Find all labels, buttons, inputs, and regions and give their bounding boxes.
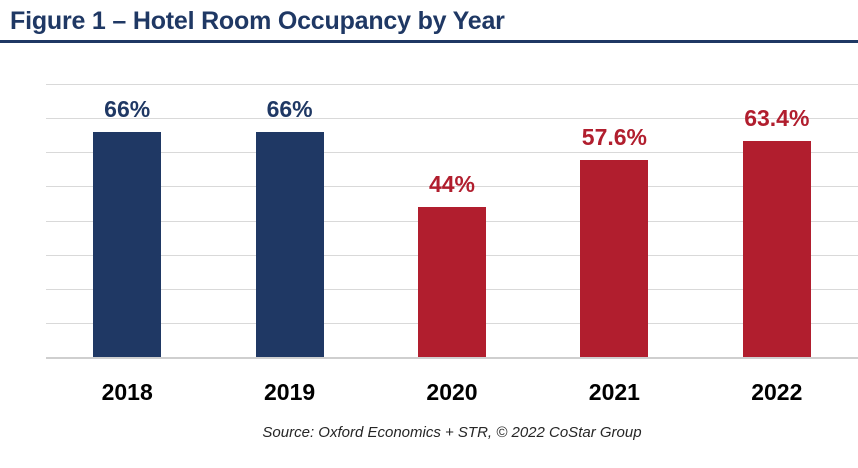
- value-label-2019: 66%: [266, 95, 313, 122]
- source-caption: Source: Oxford Economics + STR, © 2022 C…: [262, 424, 642, 441]
- value-label-2022: 63.4%: [744, 104, 810, 131]
- x-axis-label-2022: 2022: [751, 379, 803, 405]
- figure-title: Figure 1 – Hotel Room Occupancy by Year: [10, 7, 505, 35]
- title-underline: [0, 40, 858, 43]
- bar-2021: [580, 160, 649, 357]
- value-label-2018: 66%: [104, 95, 151, 122]
- bar-2018: [93, 131, 162, 357]
- chart-plot-area: 66% 2018 66% 2019 44% 2020 57.6% 2021 63.4% 2022: [46, 84, 858, 405]
- gridline-50: [46, 186, 858, 188]
- x-axis-label-2019: 2019: [264, 379, 316, 405]
- bar-2022: [742, 140, 811, 357]
- gridline-70: [46, 118, 858, 120]
- x-axis-label-2018: 2018: [101, 379, 153, 405]
- bar-2020: [418, 206, 486, 357]
- x-axis-label-2020: 2020: [426, 379, 478, 405]
- value-label-2021: 57.6%: [581, 124, 647, 151]
- value-label-2020: 44%: [428, 170, 476, 197]
- x-axis-label-2021: 2021: [588, 379, 640, 405]
- bar-2019: [255, 131, 324, 357]
- gridline-60: [46, 152, 858, 154]
- gridline-80: [46, 84, 858, 85]
